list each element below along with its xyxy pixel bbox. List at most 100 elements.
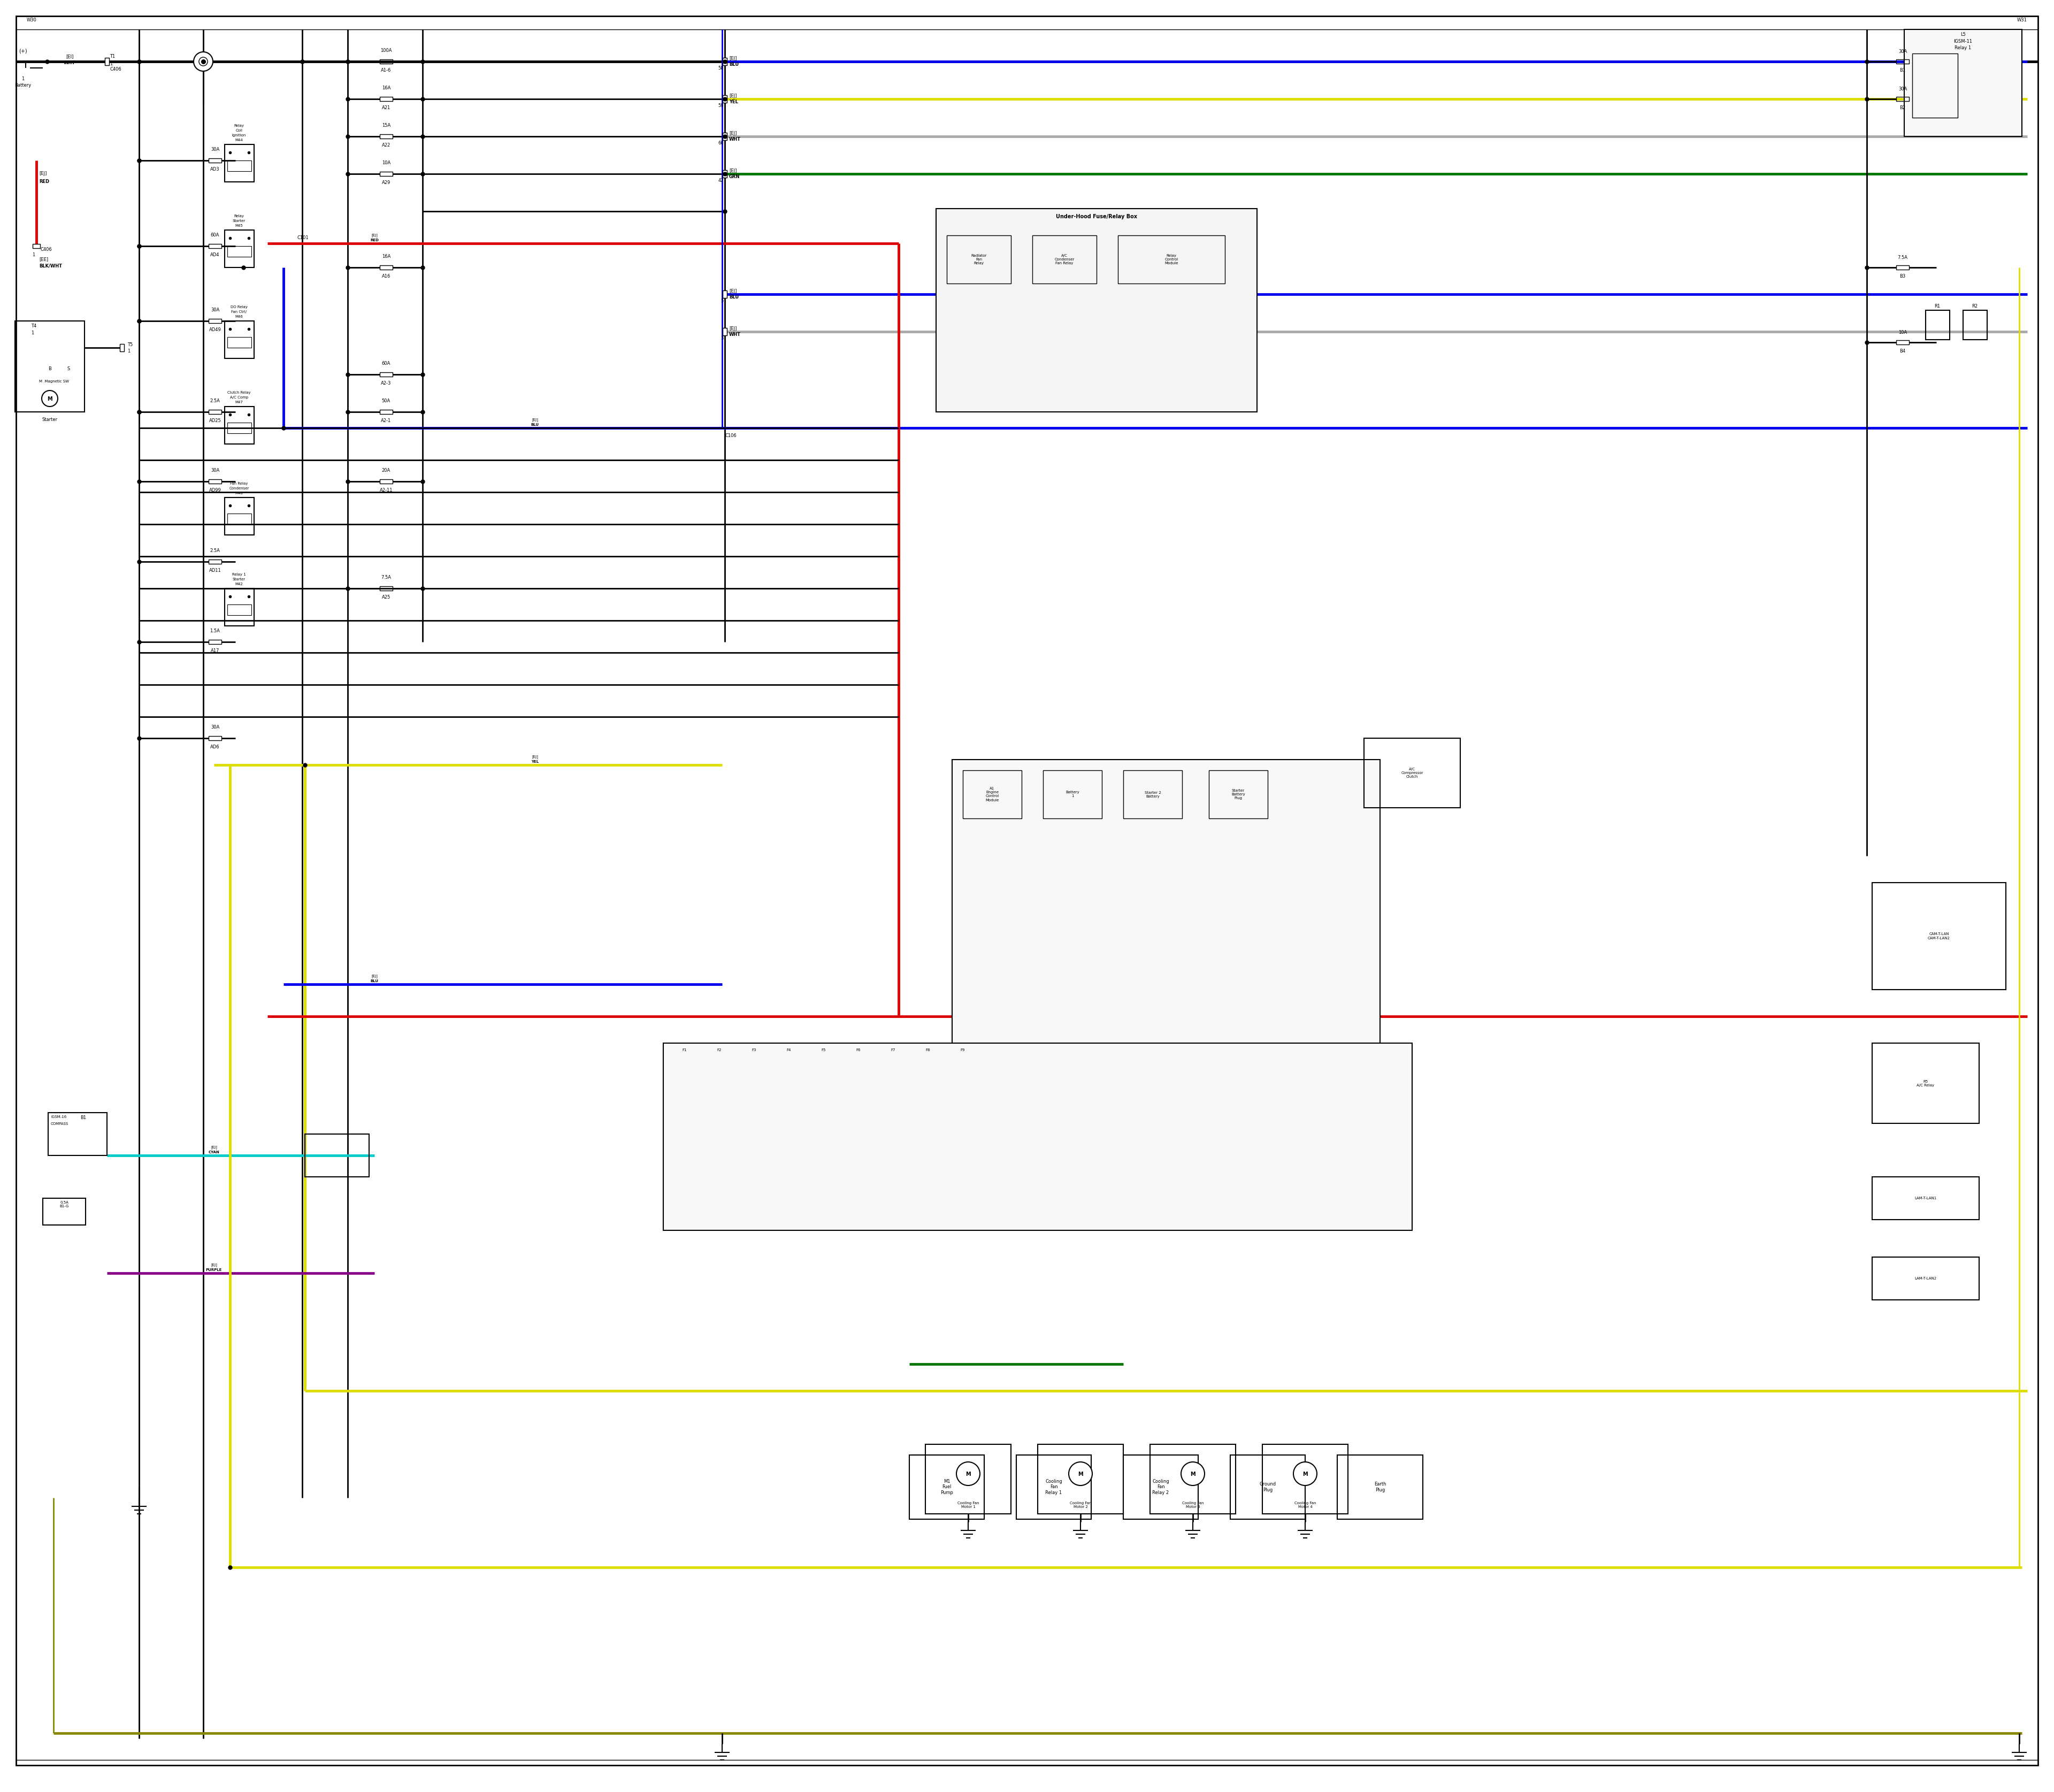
Bar [119,344,123,351]
Text: 1.5A: 1.5A [210,629,220,633]
Text: 60: 60 [719,142,723,145]
Text: RED: RED [370,238,378,242]
Text: 1: 1 [109,61,113,66]
Bar [210,410,222,414]
Text: Cooling Fan
Motor 1: Cooling Fan Motor 1 [957,1502,980,1509]
Text: F6: F6 [857,1048,861,1052]
Text: 30A: 30A [1898,86,1906,91]
Text: DO Relay: DO Relay [230,305,249,308]
Text: T4: T4 [31,324,37,328]
Bar [1117,235,1224,283]
Bar [937,208,1257,412]
Text: 1: 1 [127,349,129,353]
Text: 30A: 30A [212,308,220,312]
Text: R5
A/C Relay: R5 A/C Relay [1916,1081,1935,1086]
Text: BLU: BLU [370,980,378,982]
Text: YEL: YEL [532,760,538,763]
Text: A2-1: A2-1 [382,418,392,423]
Bar [228,604,251,615]
Bar [1912,54,1957,118]
Bar [224,229,255,267]
Text: B4: B4 [1900,349,1906,353]
Text: 10A: 10A [382,161,390,165]
Text: WHT: WHT [64,61,76,65]
Text: 100A: 100A [380,48,392,54]
Text: A2-3: A2-3 [380,382,392,385]
Text: F7: F7 [891,1048,896,1052]
Text: A1
Engine
Control
Module: A1 Engine Control Module [986,787,998,801]
Text: IGSM-16: IGSM-16 [51,1115,66,1118]
Text: Relay: Relay [234,124,244,127]
Text: BLU: BLU [530,423,538,426]
Text: S: S [68,367,70,371]
Text: 1: 1 [23,77,25,81]
Bar [1918,72,1925,82]
Bar [14,321,84,412]
Text: A29: A29 [382,181,390,185]
Text: A/C
Compressor
Clutch: A/C Compressor Clutch [1401,767,1423,778]
Bar [210,244,222,249]
Text: F4: F4 [787,1048,791,1052]
Text: 60A: 60A [212,233,220,238]
Circle shape [193,52,214,72]
Text: [EJ]: [EJ] [532,754,538,758]
Text: R2: R2 [1972,305,1978,308]
Bar [1037,1444,1124,1514]
Bar [1896,265,1908,269]
Text: 60A: 60A [382,360,390,366]
Text: 5: 5 [721,299,723,303]
Text: [EJ]: [EJ] [532,418,538,421]
Text: 10A: 10A [1898,330,1906,335]
Text: M: M [1078,1471,1082,1477]
Bar [224,321,255,358]
Text: BLU: BLU [729,63,739,66]
Text: W31: W31 [2017,18,2027,23]
Bar [1964,310,1986,340]
Text: [EJ]: [EJ] [39,172,47,176]
Text: Ground
Plug: Ground Plug [1259,1482,1276,1493]
Bar [380,586,392,591]
Bar [1896,97,1908,100]
Bar [1871,883,2007,989]
Text: M42: M42 [234,582,242,586]
Text: WHT: WHT [729,332,741,337]
Bar [228,161,251,172]
Text: 16A: 16A [382,254,390,258]
Text: M: M [47,396,51,401]
Text: 58: 58 [719,66,723,70]
Bar [380,97,392,100]
Text: AD3: AD3 [210,167,220,172]
Text: L5: L5 [1960,32,1966,38]
Text: Fan Ctrl/: Fan Ctrl/ [232,310,246,314]
Text: M48: M48 [234,491,242,495]
Text: C106: C106 [725,434,737,437]
Text: PURPLE: PURPLE [205,1269,222,1272]
Text: 50A: 50A [382,398,390,403]
Text: A25: A25 [382,595,390,600]
Bar [1124,1455,1197,1520]
Text: (+): (+) [18,48,27,54]
Text: [EI]: [EI] [66,54,74,59]
Bar [228,337,251,348]
Text: A17: A17 [212,649,220,652]
Text: AD49: AD49 [210,328,222,332]
Text: F2: F2 [717,1048,721,1052]
Bar [228,423,251,434]
Bar [963,771,1021,819]
Text: AD11: AD11 [210,568,222,573]
Bar [723,328,727,335]
Bar [723,57,727,65]
Circle shape [957,1462,980,1486]
Text: C406: C406 [109,66,121,72]
Text: [EJ]: [EJ] [372,233,378,237]
Bar [210,737,222,740]
Text: RED: RED [39,179,49,185]
Bar [1043,771,1101,819]
Text: T5: T5 [127,342,134,348]
Text: B1: B1 [1900,68,1906,73]
Text: [EJ]: [EJ] [729,56,737,61]
Text: B3: B3 [1900,274,1906,280]
Bar [1871,1043,1980,1124]
Bar [380,478,392,484]
Text: AD6: AD6 [210,745,220,749]
